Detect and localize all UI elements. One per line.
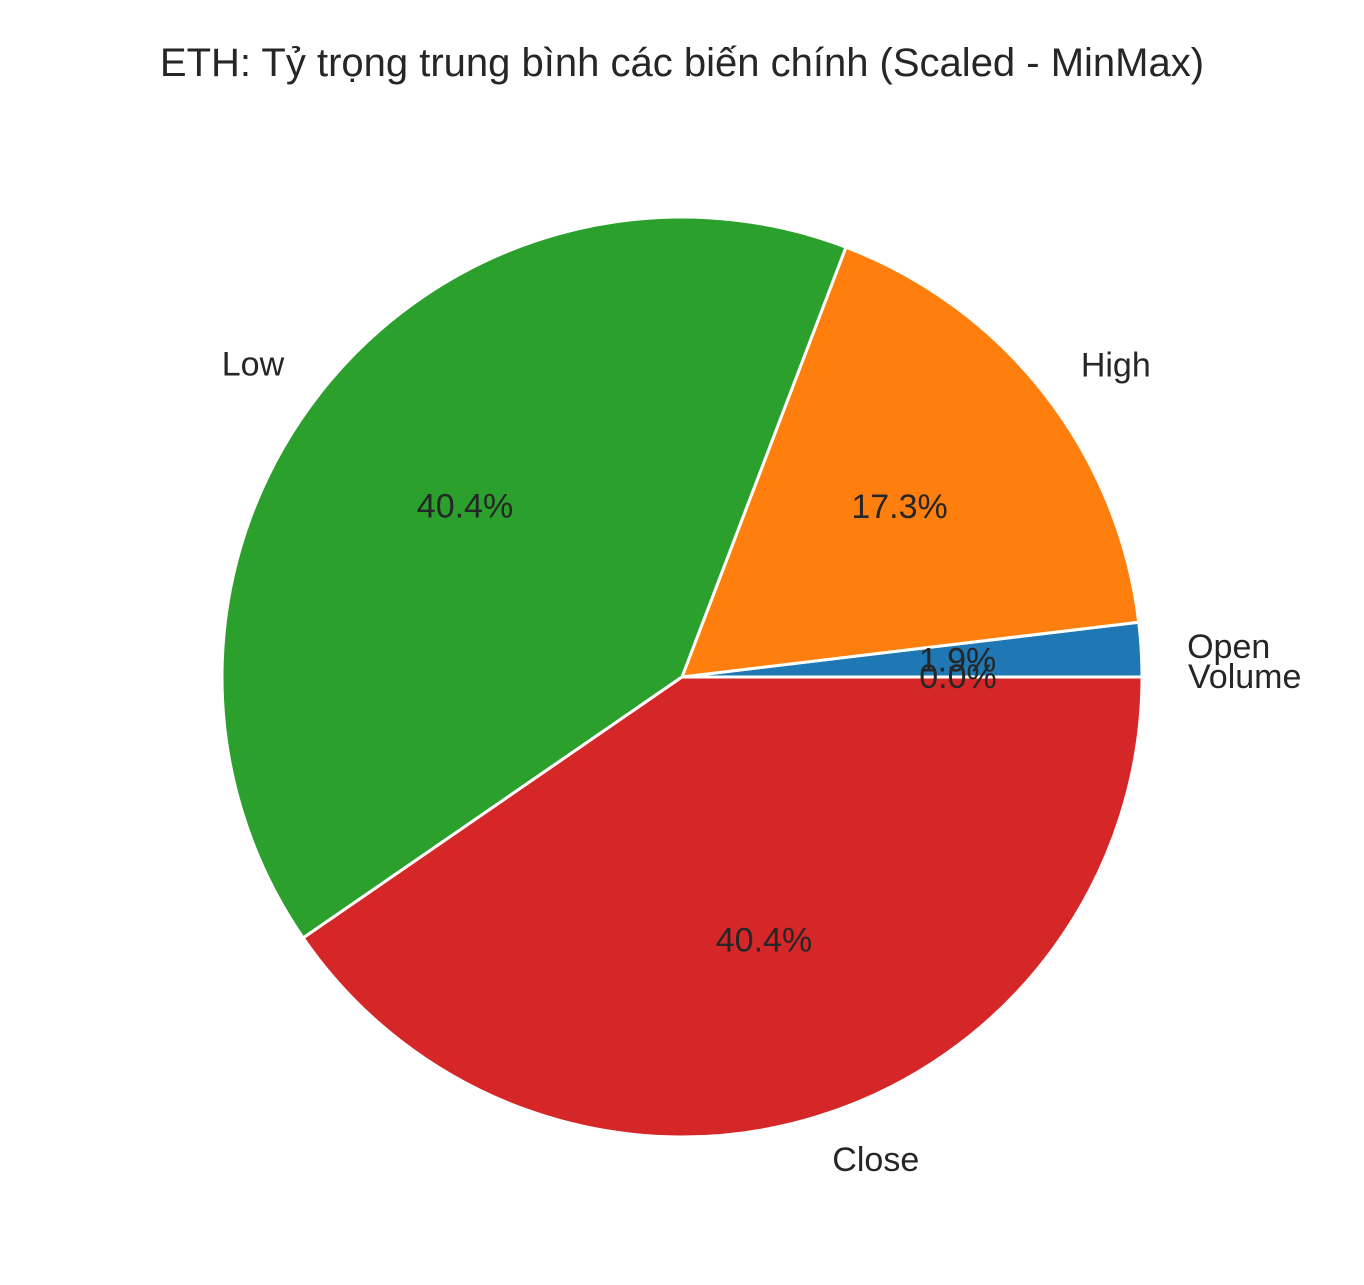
category-labels: Open High Low Close Volume — [222, 345, 1302, 1179]
pct-close: 40.4% — [716, 922, 812, 960]
slice-high — [679, 245, 1141, 679]
chart-title: ETH: Tỷ trọng trung bình các biến chính … — [160, 41, 1204, 85]
pct-open: 1.9% — [919, 642, 997, 680]
label-open: Open — [1187, 628, 1270, 666]
label-low: Low — [222, 345, 285, 383]
label-volume: Volume — [1188, 658, 1301, 696]
label-high: High — [1081, 347, 1151, 385]
label-close: Close — [832, 1141, 919, 1179]
pct-low: 40.4% — [417, 487, 513, 525]
slice-close — [301, 675, 1144, 1139]
pct-high: 17.3% — [851, 488, 947, 526]
percentage-labels: 1.9% 17.3% 40.4% 40.4% 0.0% — [417, 487, 997, 959]
pie-slices — [220, 215, 1144, 1139]
pct-volume: 0.0% — [919, 658, 997, 696]
slice-low — [220, 215, 848, 941]
